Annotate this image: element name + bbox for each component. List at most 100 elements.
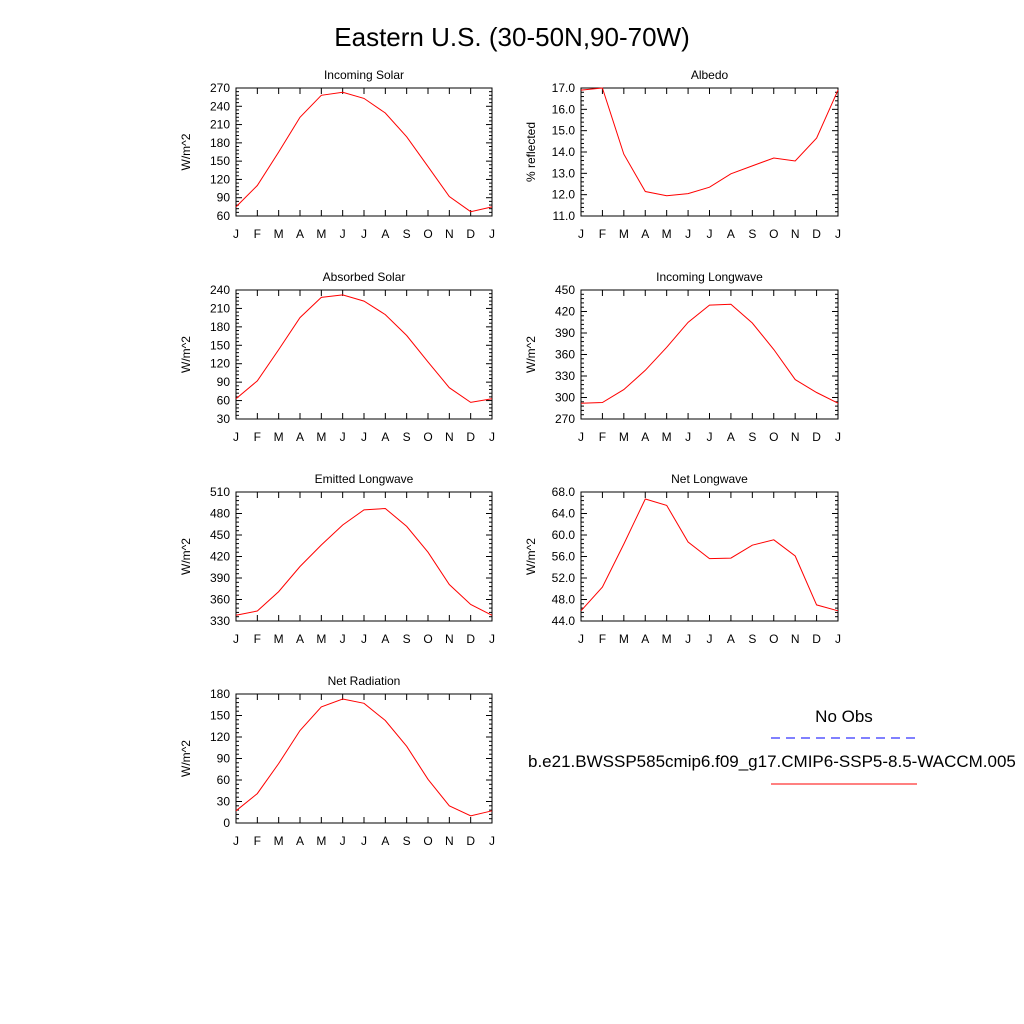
x-tick-label: S	[748, 430, 756, 444]
x-tick-label: F	[254, 227, 261, 241]
y-tick-label: 210	[210, 301, 230, 315]
y-tick-label: 390	[555, 326, 575, 340]
y-tick-label: 44.0	[552, 614, 576, 628]
x-tick-label: A	[296, 632, 304, 646]
panel-title: Incoming Longwave	[656, 270, 763, 284]
x-tick-label: N	[445, 430, 454, 444]
y-tick-label: 240	[210, 283, 230, 297]
y-tick-label: 52.0	[552, 571, 576, 585]
legend-label-model-run: b.e21.BWSSP585cmip6.f09_g17.CMIP6-SSP5-8…	[528, 752, 1016, 771]
x-tick-label: A	[381, 632, 389, 646]
x-tick-label: J	[340, 227, 346, 241]
plot-frame	[580, 87, 839, 217]
x-tick-label: J	[233, 227, 239, 241]
x-tick-label: S	[748, 227, 756, 241]
x-tick-label: M	[316, 227, 326, 241]
x-tick-label: J	[578, 227, 584, 241]
y-tick-label: 30	[217, 412, 231, 426]
x-tick-label: S	[403, 430, 411, 444]
x-tick-label: O	[423, 227, 432, 241]
x-tick-label: N	[791, 430, 800, 444]
x-tick-label: N	[791, 227, 800, 241]
x-tick-label: A	[727, 430, 735, 444]
y-axis-label: W/m^2	[179, 538, 193, 575]
x-tick-label: M	[274, 430, 284, 444]
y-tick-label: 30	[217, 795, 231, 809]
y-tick-label: 60	[217, 394, 231, 408]
panel-albedo: J F M A M J J A S O N D J11.012.013.014.015.016.017.…	[524, 68, 841, 241]
x-tick-label: S	[403, 632, 411, 646]
y-tick-label: 330	[210, 614, 230, 628]
x-tick-label: N	[445, 834, 454, 848]
x-tick-label: J	[685, 632, 691, 646]
x-tick-label: A	[381, 430, 389, 444]
x-tick-label: J	[707, 430, 713, 444]
plot-frame	[235, 289, 493, 420]
x-tick-label: S	[748, 632, 756, 646]
x-tick-label: J	[489, 632, 495, 646]
series-line	[580, 498, 839, 612]
x-tick-label: J	[361, 227, 367, 241]
x-tick-label: J	[578, 430, 584, 444]
y-tick-label: 450	[210, 528, 230, 542]
y-tick-label: 16.0	[552, 102, 576, 116]
panel-title: Albedo	[691, 68, 729, 82]
plot-frame	[580, 289, 839, 420]
y-axis-label: W/m^2	[179, 740, 193, 777]
x-tick-label: D	[466, 632, 475, 646]
y-tick-label: 510	[210, 485, 230, 499]
x-tick-label: M	[316, 632, 326, 646]
x-tick-label: J	[489, 227, 495, 241]
y-tick-label: 270	[555, 412, 575, 426]
plot-frame	[235, 693, 493, 824]
panel-incoming-solar: J F M A M J J A S O N D J6090120150180210240270Incom…	[179, 68, 495, 241]
panel-net-longwave: J F M A M J J A S O N D J44.048.052.056.060.064.068.…	[524, 472, 841, 646]
x-tick-label: M	[619, 227, 629, 241]
x-tick-label: J	[340, 632, 346, 646]
x-tick-label: J	[835, 227, 841, 241]
x-tick-label: D	[466, 430, 475, 444]
y-tick-label: 480	[210, 507, 230, 521]
x-tick-label: J	[489, 430, 495, 444]
x-tick-label: A	[381, 227, 389, 241]
y-tick-label: 120	[210, 357, 230, 371]
x-tick-label: J	[340, 834, 346, 848]
x-tick-label: J	[835, 632, 841, 646]
x-tick-label: O	[423, 632, 432, 646]
x-tick-label: F	[599, 227, 606, 241]
y-axis-label: W/m^2	[524, 538, 538, 575]
x-tick-label: M	[662, 227, 672, 241]
x-tick-label: A	[296, 834, 304, 848]
x-tick-label: J	[233, 834, 239, 848]
panel-title: Net Longwave	[671, 472, 748, 486]
x-tick-label: N	[445, 632, 454, 646]
x-tick-label: S	[403, 834, 411, 848]
x-tick-label: D	[812, 632, 821, 646]
x-tick-label: O	[769, 430, 778, 444]
y-tick-label: 360	[210, 593, 230, 607]
series-line	[580, 303, 839, 404]
y-axis-label: % reflected	[524, 122, 538, 182]
y-tick-label: 300	[555, 391, 575, 405]
y-axis-label: W/m^2	[179, 336, 193, 373]
x-tick-label: A	[727, 227, 735, 241]
y-tick-label: 0	[223, 816, 230, 830]
x-tick-label: D	[466, 227, 475, 241]
x-tick-label: J	[489, 834, 495, 848]
panel-title: Net Radiation	[328, 674, 401, 688]
x-tick-label: F	[254, 430, 261, 444]
x-tick-label: O	[769, 227, 778, 241]
y-tick-label: 60.0	[552, 528, 576, 542]
x-tick-label: J	[361, 834, 367, 848]
x-tick-label: N	[791, 632, 800, 646]
panel-incoming-longwave: J F M A M J J A S O N D J270300330360390420450Incomi…	[524, 270, 841, 444]
y-tick-label: 60	[217, 773, 231, 787]
y-tick-label: 180	[210, 136, 230, 150]
x-tick-label: M	[316, 430, 326, 444]
panel-title: Absorbed Solar	[323, 270, 406, 284]
x-tick-label: F	[599, 430, 606, 444]
y-tick-label: 360	[555, 348, 575, 362]
x-tick-label: J	[361, 430, 367, 444]
y-tick-label: 150	[210, 338, 230, 352]
